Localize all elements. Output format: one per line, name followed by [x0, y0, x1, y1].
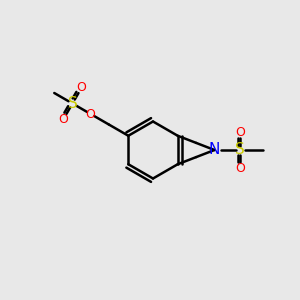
Text: S: S — [235, 142, 245, 158]
Text: N: N — [209, 142, 220, 158]
Text: O: O — [86, 107, 96, 121]
Text: O: O — [235, 125, 245, 139]
Text: S: S — [68, 96, 77, 111]
Text: O: O — [76, 81, 86, 94]
Text: O: O — [58, 112, 68, 126]
Text: O: O — [235, 161, 245, 175]
